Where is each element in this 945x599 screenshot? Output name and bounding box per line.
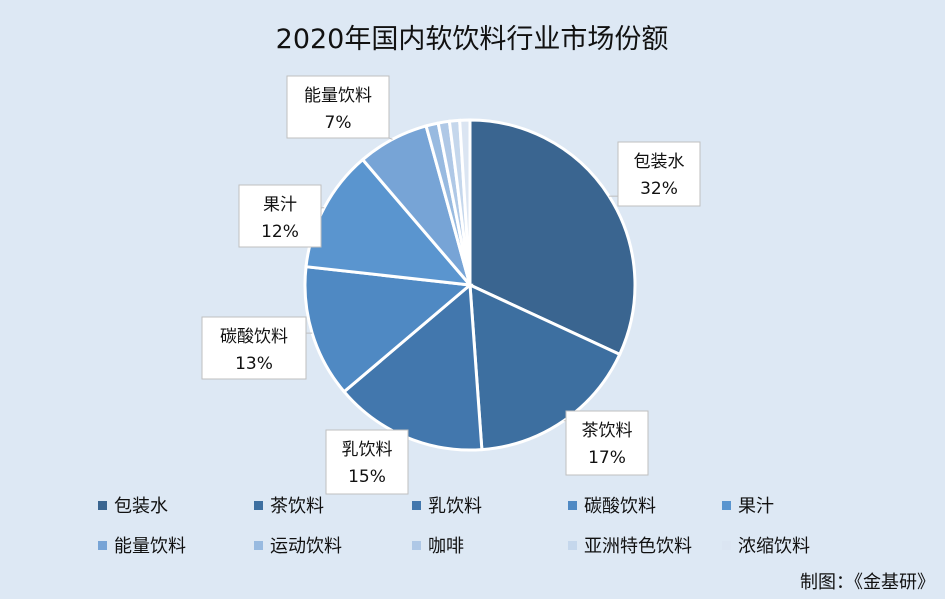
callout-box-4 bbox=[238, 184, 322, 248]
callout-value-5: 7% bbox=[325, 113, 352, 133]
legend-label-2: 乳饮料 bbox=[428, 496, 482, 517]
callout-box-1 bbox=[565, 410, 649, 476]
callout-name-2: 乳饮料 bbox=[342, 440, 393, 460]
pie-slice-1 bbox=[468, 282, 622, 452]
legend-swatch-3 bbox=[568, 501, 577, 510]
callout-value-3: 13% bbox=[235, 354, 273, 374]
legend-item-1: 茶饮料 bbox=[254, 496, 324, 517]
chart-credit: 制图：《金基研》 bbox=[800, 572, 935, 593]
callout-box-5 bbox=[286, 75, 390, 139]
callouts-layer: 包装水 32% 茶饮料 17% 乳饮料 15% 碳酸饮料 13% 果汁 12% 能量饮料 7% bbox=[201, 75, 701, 495]
legend-swatch-1 bbox=[254, 501, 263, 510]
legend-item-5: 能量饮料 bbox=[98, 536, 186, 557]
callout-box-3 bbox=[201, 316, 307, 380]
callout-box-2 bbox=[325, 429, 409, 495]
callout-3: 碳酸饮料 13% bbox=[201, 316, 313, 380]
legend-item-4: 果汁 bbox=[722, 496, 774, 517]
legend-label-9: 浓缩饮料 bbox=[738, 536, 810, 557]
callout-name-4: 果汁 bbox=[263, 195, 297, 215]
legend-label-5: 能量饮料 bbox=[114, 536, 186, 557]
legend-label-4: 果汁 bbox=[738, 496, 774, 517]
legend-swatch-0 bbox=[98, 501, 107, 510]
callout-box-0 bbox=[617, 141, 701, 207]
legend-item-3: 碳酸饮料 bbox=[568, 496, 656, 517]
legend-item-6: 运动饮料 bbox=[254, 536, 342, 557]
legend-label-8: 亚洲特色饮料 bbox=[584, 536, 692, 557]
legend-swatch-2 bbox=[412, 501, 421, 510]
callout-name-3: 碳酸饮料 bbox=[220, 327, 288, 347]
callout-2: 乳饮料 15% bbox=[325, 429, 409, 495]
legend-item-7: 咖啡 bbox=[412, 536, 464, 557]
slices-layer bbox=[303, 118, 637, 452]
callout-name-0: 包装水 bbox=[634, 152, 685, 172]
legend-swatch-5 bbox=[98, 541, 107, 550]
legend-item-8: 亚洲特色饮料 bbox=[568, 536, 692, 557]
callout-4: 果汁 12% bbox=[238, 184, 325, 248]
callout-leader-5 bbox=[388, 137, 393, 140]
callout-value-2: 15% bbox=[348, 467, 386, 487]
callout-value-4: 12% bbox=[261, 222, 299, 242]
legend-swatch-4 bbox=[722, 501, 731, 510]
legend-swatch-7 bbox=[412, 541, 421, 550]
pie-slice-0 bbox=[468, 118, 637, 357]
callout-value-0: 32% bbox=[640, 179, 678, 199]
legend-swatch-6 bbox=[254, 541, 263, 550]
legend-label-0: 包装水 bbox=[114, 496, 168, 517]
legend-swatch-8 bbox=[568, 541, 577, 550]
legend-label-7: 咖啡 bbox=[428, 536, 464, 557]
callout-0: 包装水 32% bbox=[609, 141, 701, 207]
callout-name-1: 茶饮料 bbox=[582, 421, 633, 441]
callout-name-5: 能量饮料 bbox=[304, 86, 372, 106]
legend-label-3: 碳酸饮料 bbox=[584, 496, 656, 517]
legend-swatch-9 bbox=[722, 541, 731, 550]
legend-item-2: 乳饮料 bbox=[412, 496, 482, 517]
pie-slice-9 bbox=[458, 118, 472, 286]
legend-item-9: 浓缩饮料 bbox=[722, 536, 810, 557]
pie-slice-3 bbox=[303, 265, 474, 394]
legend-label-1: 茶饮料 bbox=[270, 496, 324, 517]
callout-1: 茶饮料 17% bbox=[563, 410, 649, 476]
chart-title: 2020年国内软饮料行业市场份额 bbox=[276, 24, 669, 55]
callout-5: 能量饮料 7% bbox=[286, 75, 393, 140]
legend-item-0: 包装水 bbox=[98, 496, 168, 517]
callout-value-1: 17% bbox=[588, 448, 626, 468]
legend-label-6: 运动饮料 bbox=[270, 536, 342, 557]
